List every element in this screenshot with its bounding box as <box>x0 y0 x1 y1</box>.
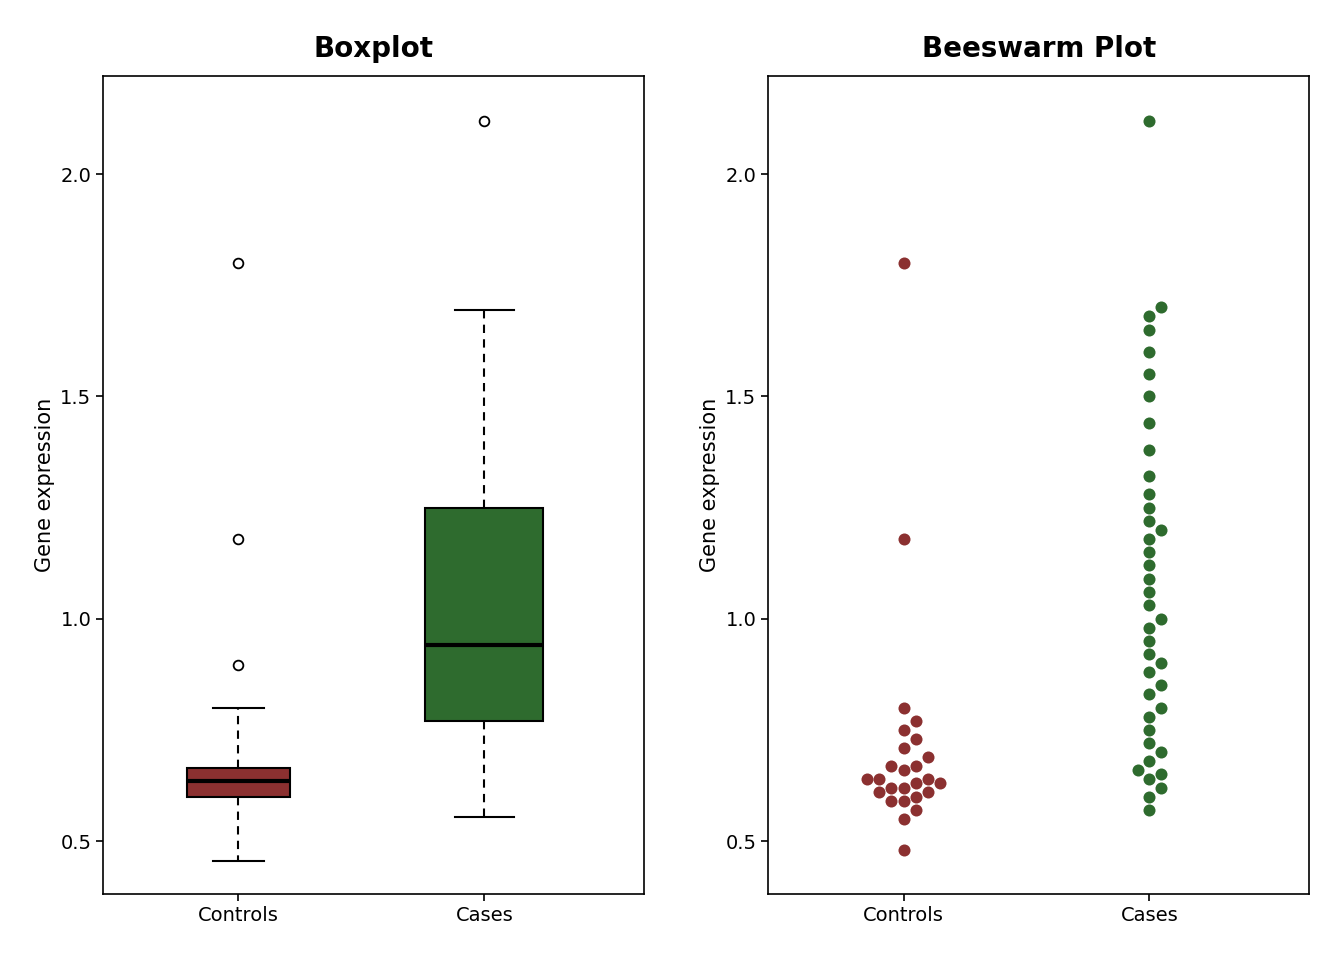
Point <box>856 771 878 786</box>
Point <box>1138 722 1160 737</box>
Point <box>918 784 939 800</box>
Point <box>1138 634 1160 649</box>
Point <box>1138 442 1160 457</box>
Point <box>905 757 926 773</box>
Y-axis label: Gene expression: Gene expression <box>35 398 55 572</box>
Bar <box>187 768 290 797</box>
Point <box>1138 789 1160 804</box>
Point <box>1138 487 1160 502</box>
Point <box>1138 735 1160 751</box>
Point <box>1138 598 1160 613</box>
Point <box>1150 744 1172 759</box>
Point <box>1138 771 1160 786</box>
Point <box>892 780 914 796</box>
Point <box>1138 754 1160 769</box>
Bar <box>425 508 543 721</box>
Point <box>892 531 914 546</box>
Point <box>1150 700 1172 715</box>
Point <box>1126 762 1148 778</box>
Point <box>1138 647 1160 662</box>
Point <box>905 732 926 747</box>
Point <box>1150 767 1172 782</box>
Point <box>1138 514 1160 529</box>
Point <box>1138 585 1160 600</box>
Point <box>880 757 902 773</box>
Point <box>905 776 926 791</box>
Point <box>880 793 902 808</box>
Point <box>1138 389 1160 404</box>
Point <box>918 771 939 786</box>
Point <box>1138 531 1160 546</box>
Point <box>892 700 914 715</box>
Point <box>880 780 902 796</box>
Point <box>892 722 914 737</box>
Point <box>1150 780 1172 796</box>
Point <box>868 771 890 786</box>
Point <box>1150 300 1172 315</box>
Point <box>892 842 914 857</box>
Point <box>1138 686 1160 702</box>
Point <box>868 784 890 800</box>
Point <box>905 713 926 729</box>
Point <box>1138 571 1160 587</box>
Point <box>892 811 914 827</box>
Point <box>930 776 952 791</box>
Point <box>905 803 926 818</box>
Point <box>1138 500 1160 516</box>
Point <box>1138 322 1160 337</box>
Point <box>1150 612 1172 627</box>
Title: Boxplot: Boxplot <box>313 35 434 62</box>
Point <box>1138 345 1160 360</box>
Point <box>918 749 939 764</box>
Point <box>1138 708 1160 724</box>
Y-axis label: Gene expression: Gene expression <box>700 398 720 572</box>
Point <box>1138 620 1160 636</box>
Point <box>1138 664 1160 680</box>
Point <box>1150 522 1172 538</box>
Point <box>892 762 914 778</box>
Point <box>905 789 926 804</box>
Point <box>1138 558 1160 573</box>
Point <box>1138 416 1160 431</box>
Point <box>1138 309 1160 324</box>
Point <box>1150 656 1172 671</box>
Point <box>1138 468 1160 484</box>
Point <box>1138 113 1160 129</box>
Point <box>1138 544 1160 560</box>
Point <box>1138 367 1160 382</box>
Point <box>892 740 914 756</box>
Point <box>1138 803 1160 818</box>
Title: Beeswarm Plot: Beeswarm Plot <box>922 35 1156 62</box>
Point <box>892 793 914 808</box>
Point <box>892 255 914 271</box>
Point <box>1150 678 1172 693</box>
